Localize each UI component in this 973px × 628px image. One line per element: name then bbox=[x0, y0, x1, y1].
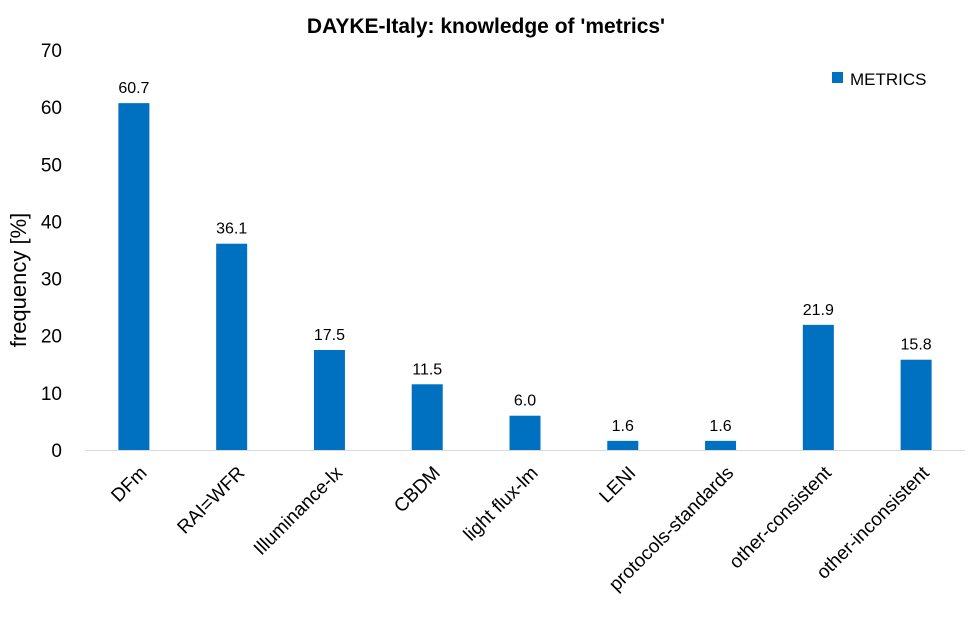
data-label: 15.8 bbox=[901, 337, 932, 354]
bar bbox=[900, 359, 932, 450]
x-tick-label: other-consistent bbox=[725, 462, 836, 573]
legend-label: METRICS bbox=[850, 70, 927, 89]
bar bbox=[216, 243, 248, 450]
data-label: 11.5 bbox=[412, 361, 442, 378]
y-tick-label: 10 bbox=[41, 384, 62, 405]
x-tick-label: light flux-lm bbox=[460, 463, 543, 546]
x-tick-label: Illuminance-lx bbox=[250, 462, 347, 559]
chart-title: DAYKE-Italy: knowledge of 'metrics' bbox=[307, 15, 665, 38]
bar bbox=[411, 384, 443, 450]
x-tick-label: DFm bbox=[107, 463, 151, 507]
data-label: 60.7 bbox=[118, 80, 149, 97]
bar bbox=[509, 415, 541, 450]
data-label: 21.9 bbox=[803, 302, 834, 319]
data-label: 6.0 bbox=[514, 393, 536, 410]
bar bbox=[802, 324, 834, 450]
y-tick-label: 50 bbox=[41, 155, 62, 176]
y-tick-label: 20 bbox=[41, 327, 62, 348]
x-tick-label: RAI=WFR bbox=[174, 463, 250, 539]
y-tick-label: 70 bbox=[41, 41, 62, 62]
data-label: 1.6 bbox=[612, 418, 634, 435]
data-label: 1.6 bbox=[709, 418, 731, 435]
y-axis-ticks: 0 10 20 30 40 50 60 70 bbox=[41, 41, 62, 462]
y-axis-label: frequency [%] bbox=[6, 213, 31, 348]
x-tick-label: CBDM bbox=[390, 463, 444, 517]
y-tick-label: 30 bbox=[41, 270, 62, 291]
x-axis-ticks: DFm RAI=WFR Illuminance-lx CBDM light flux-l… bbox=[107, 462, 934, 595]
legend: METRICS bbox=[832, 70, 927, 89]
bar bbox=[118, 103, 150, 451]
y-tick-label: 60 bbox=[41, 98, 62, 119]
bar bbox=[607, 440, 639, 450]
y-tick-label: 0 bbox=[51, 441, 62, 462]
legend-swatch bbox=[832, 72, 843, 83]
x-tick-label: LENI bbox=[596, 463, 641, 508]
data-label: 17.5 bbox=[314, 327, 345, 344]
y-tick-label: 40 bbox=[41, 212, 62, 233]
data-label: 36.1 bbox=[216, 221, 247, 238]
bar bbox=[705, 440, 737, 450]
bars bbox=[118, 103, 932, 451]
bar bbox=[313, 350, 345, 450]
data-labels: 60.7 36.1 17.5 11.5 6.0 1.6 1.6 21.9 15.8 bbox=[118, 80, 931, 435]
